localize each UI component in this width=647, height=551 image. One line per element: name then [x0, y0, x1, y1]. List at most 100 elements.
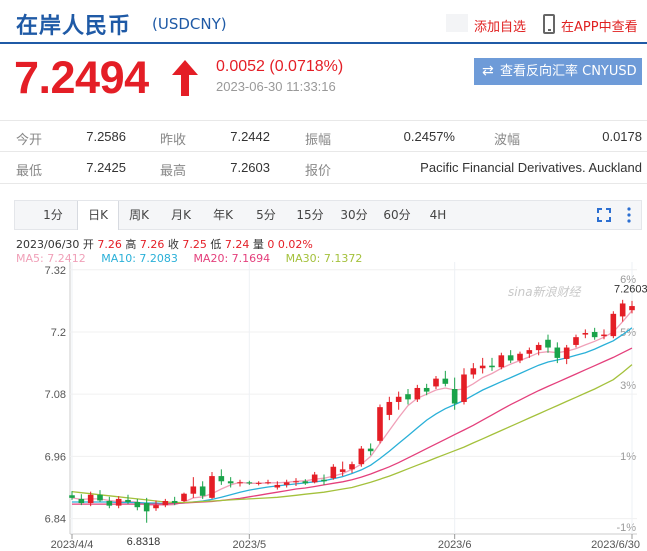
ohlc-high: 7.26: [139, 238, 165, 251]
candle-body: [591, 331, 598, 338]
tab-30min[interactable]: 30分: [340, 208, 368, 222]
ohlc-low-label: 低: [210, 238, 222, 251]
page-header: 在岸人民币 (USDCNY) 添加自选 在APP中查看: [0, 0, 647, 44]
reverse-rate-button[interactable]: ⇄ 查看反向汇率 CNYUSD: [474, 58, 642, 85]
ohlc-date: 2023/06/30: [16, 238, 80, 251]
candle-body: [498, 355, 505, 368]
candle-body: [143, 503, 150, 512]
candle-body: [199, 486, 206, 496]
symbol-code: (USDCNY): [152, 15, 227, 33]
tab-15min[interactable]: 15分: [296, 208, 324, 222]
ohlc-pct: 0.02%: [277, 238, 313, 251]
stats-row: 今开 7.2586 昨收 7.2442 振幅 0.2457% 波幅 0.0178: [0, 120, 647, 152]
candle-body: [153, 505, 159, 509]
reverse-rate-label: 查看反向汇率 CNYUSD: [500, 64, 637, 79]
candle-body: [367, 448, 374, 452]
price-change: 0.0052 (0.0718%): [216, 58, 344, 75]
fullscreen-icon[interactable]: [597, 208, 611, 222]
ohlc-high-label: 高: [125, 238, 137, 251]
candle-body: [181, 493, 187, 501]
candle-body: [265, 482, 271, 484]
candle-body: [517, 353, 523, 361]
candle-body: [489, 365, 495, 368]
x-tick-label: 2023/5: [233, 539, 267, 551]
stat-label-amplitude: 振幅: [305, 133, 332, 148]
candle-body: [321, 479, 327, 482]
stat-label-high: 最高: [160, 164, 187, 179]
candle-body: [87, 494, 94, 504]
stat-value-prev-close: 7.2442: [230, 129, 270, 144]
stat-value-open: 7.2586: [86, 129, 126, 144]
x-tick-label: 2023/6/30: [591, 539, 640, 551]
candle-body: [433, 378, 439, 387]
candle-body: [563, 347, 570, 359]
ohlc-vol-label: 量: [252, 238, 264, 251]
candle-body: [78, 498, 85, 504]
phone-icon[interactable]: [543, 14, 555, 34]
stats-table: 今开 7.2586 昨收 7.2442 振幅 0.2457% 波幅 0.0178…: [0, 120, 647, 184]
more-options-icon[interactable]: [625, 206, 633, 224]
candle-body: [405, 394, 411, 400]
candle-body: [274, 484, 281, 488]
candle-body: [237, 482, 243, 484]
high-annotation: 7.2603: [614, 284, 647, 296]
add-watchlist-link[interactable]: 添加自选: [474, 20, 527, 35]
candle-body: [330, 466, 337, 479]
low-annotation: 6.8318: [127, 536, 161, 548]
tab-60min[interactable]: 60分: [383, 208, 411, 222]
ohlc-summary: 2023/06/30 开 7.26 高 7.26 收 7.25 低 7.24 量…: [16, 236, 313, 252]
tab-4h[interactable]: 4H: [429, 208, 447, 222]
ohlc-low: 7.24: [224, 238, 250, 251]
candle-body: [545, 339, 551, 348]
tab-monthly[interactable]: 月K: [171, 208, 191, 222]
kline-chart[interactable]: 7.327.27.086.966.846%5%3%1%-1%2023/4/4 20…: [0, 262, 647, 551]
stat-label-prev-close: 昨收: [160, 133, 187, 148]
candle-body: [302, 481, 309, 484]
page-title: 在岸人民币: [16, 14, 132, 39]
ma10-legend: MA10: 7.2083: [101, 252, 178, 265]
ma5-legend: MA5: 7.2412: [16, 252, 86, 265]
quote-time: 2023-06-30 11:33:16: [216, 79, 336, 94]
stat-value-source: Pacific Financial Derivatives. Auckland: [420, 160, 642, 175]
current-price: 7.2494: [14, 52, 149, 103]
candle-body: [134, 502, 141, 508]
y-tick-label: 7.32: [45, 265, 66, 277]
stat-label-range: 波幅: [494, 133, 521, 148]
candle-body: [610, 313, 617, 337]
tab-daily[interactable]: 日K: [77, 201, 119, 230]
candle-body: [535, 344, 542, 351]
up-arrow-icon: [172, 60, 198, 96]
chart-period-tabs: 1分 日K 周K 月K 年K 5分 15分 30分 60分 4H: [14, 200, 642, 230]
view-in-app-link[interactable]: 在APP中查看: [561, 20, 638, 35]
candle-body: [554, 347, 561, 358]
candle-body: [414, 387, 421, 400]
candle-body: [255, 482, 262, 484]
tab-weekly[interactable]: 周K: [129, 208, 149, 222]
stat-label-low: 最低: [16, 164, 43, 179]
tab-5min[interactable]: 5分: [256, 208, 276, 222]
candle-body: [358, 448, 365, 465]
candle-body: [293, 481, 299, 483]
candle-body: [115, 498, 122, 506]
candle-body: [526, 350, 533, 354]
ohlc-close: 7.25: [182, 238, 207, 251]
ohlc-vol: 0: [267, 238, 275, 251]
stat-label-source: 报价: [305, 164, 332, 179]
swap-icon: ⇄: [482, 63, 494, 79]
tab-yearly[interactable]: 年K: [213, 208, 233, 222]
pct-tick-label: 3%: [620, 380, 636, 392]
tab-1min[interactable]: 1分: [43, 208, 63, 222]
candle-body: [423, 387, 430, 392]
candle-body: [339, 469, 346, 472]
y-tick-label: 7.2: [51, 327, 66, 339]
candle-body: [507, 355, 514, 361]
candle-body: [218, 476, 225, 482]
candle-body: [283, 482, 290, 485]
pct-tick-label: 1%: [620, 451, 636, 463]
candle-body: [619, 303, 626, 317]
y-tick-label: 6.96: [45, 451, 66, 463]
pct-tick-label: -1%: [616, 522, 636, 534]
ohlc-open: 7.26: [97, 238, 122, 251]
candle-body: [461, 374, 467, 402]
watermark: sina新浪财经: [508, 285, 583, 299]
